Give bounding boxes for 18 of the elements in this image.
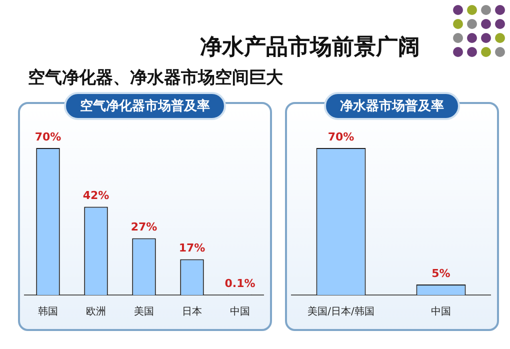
x-tick-label: 中国	[230, 306, 250, 318]
chart-title: 空气净化器市场普及率	[64, 92, 226, 120]
data-label: 42%	[82, 189, 110, 202]
data-label: 5%	[432, 266, 450, 280]
data-label: 27%	[130, 220, 158, 234]
data-label: 0.1%	[224, 277, 256, 290]
text: 净水产品市场前景广阔	[200, 34, 420, 62]
x-tick-label: 日本	[182, 306, 202, 318]
data-label: 70%	[328, 130, 354, 144]
text: 空气净化器、净水器市场空间巨大	[28, 67, 283, 89]
chart-title: 净水器市场普及率	[324, 92, 460, 120]
x-tick-label: 欧洲	[86, 306, 106, 318]
x-tick-label: 美国/日本/韩国	[308, 306, 374, 318]
data-label: 17%	[178, 242, 206, 255]
x-tick-label: 美国	[134, 306, 154, 318]
x-tick-label: 中国	[431, 306, 451, 318]
data-label: 70%	[34, 130, 62, 144]
x-tick-label: 韩国	[38, 306, 58, 318]
